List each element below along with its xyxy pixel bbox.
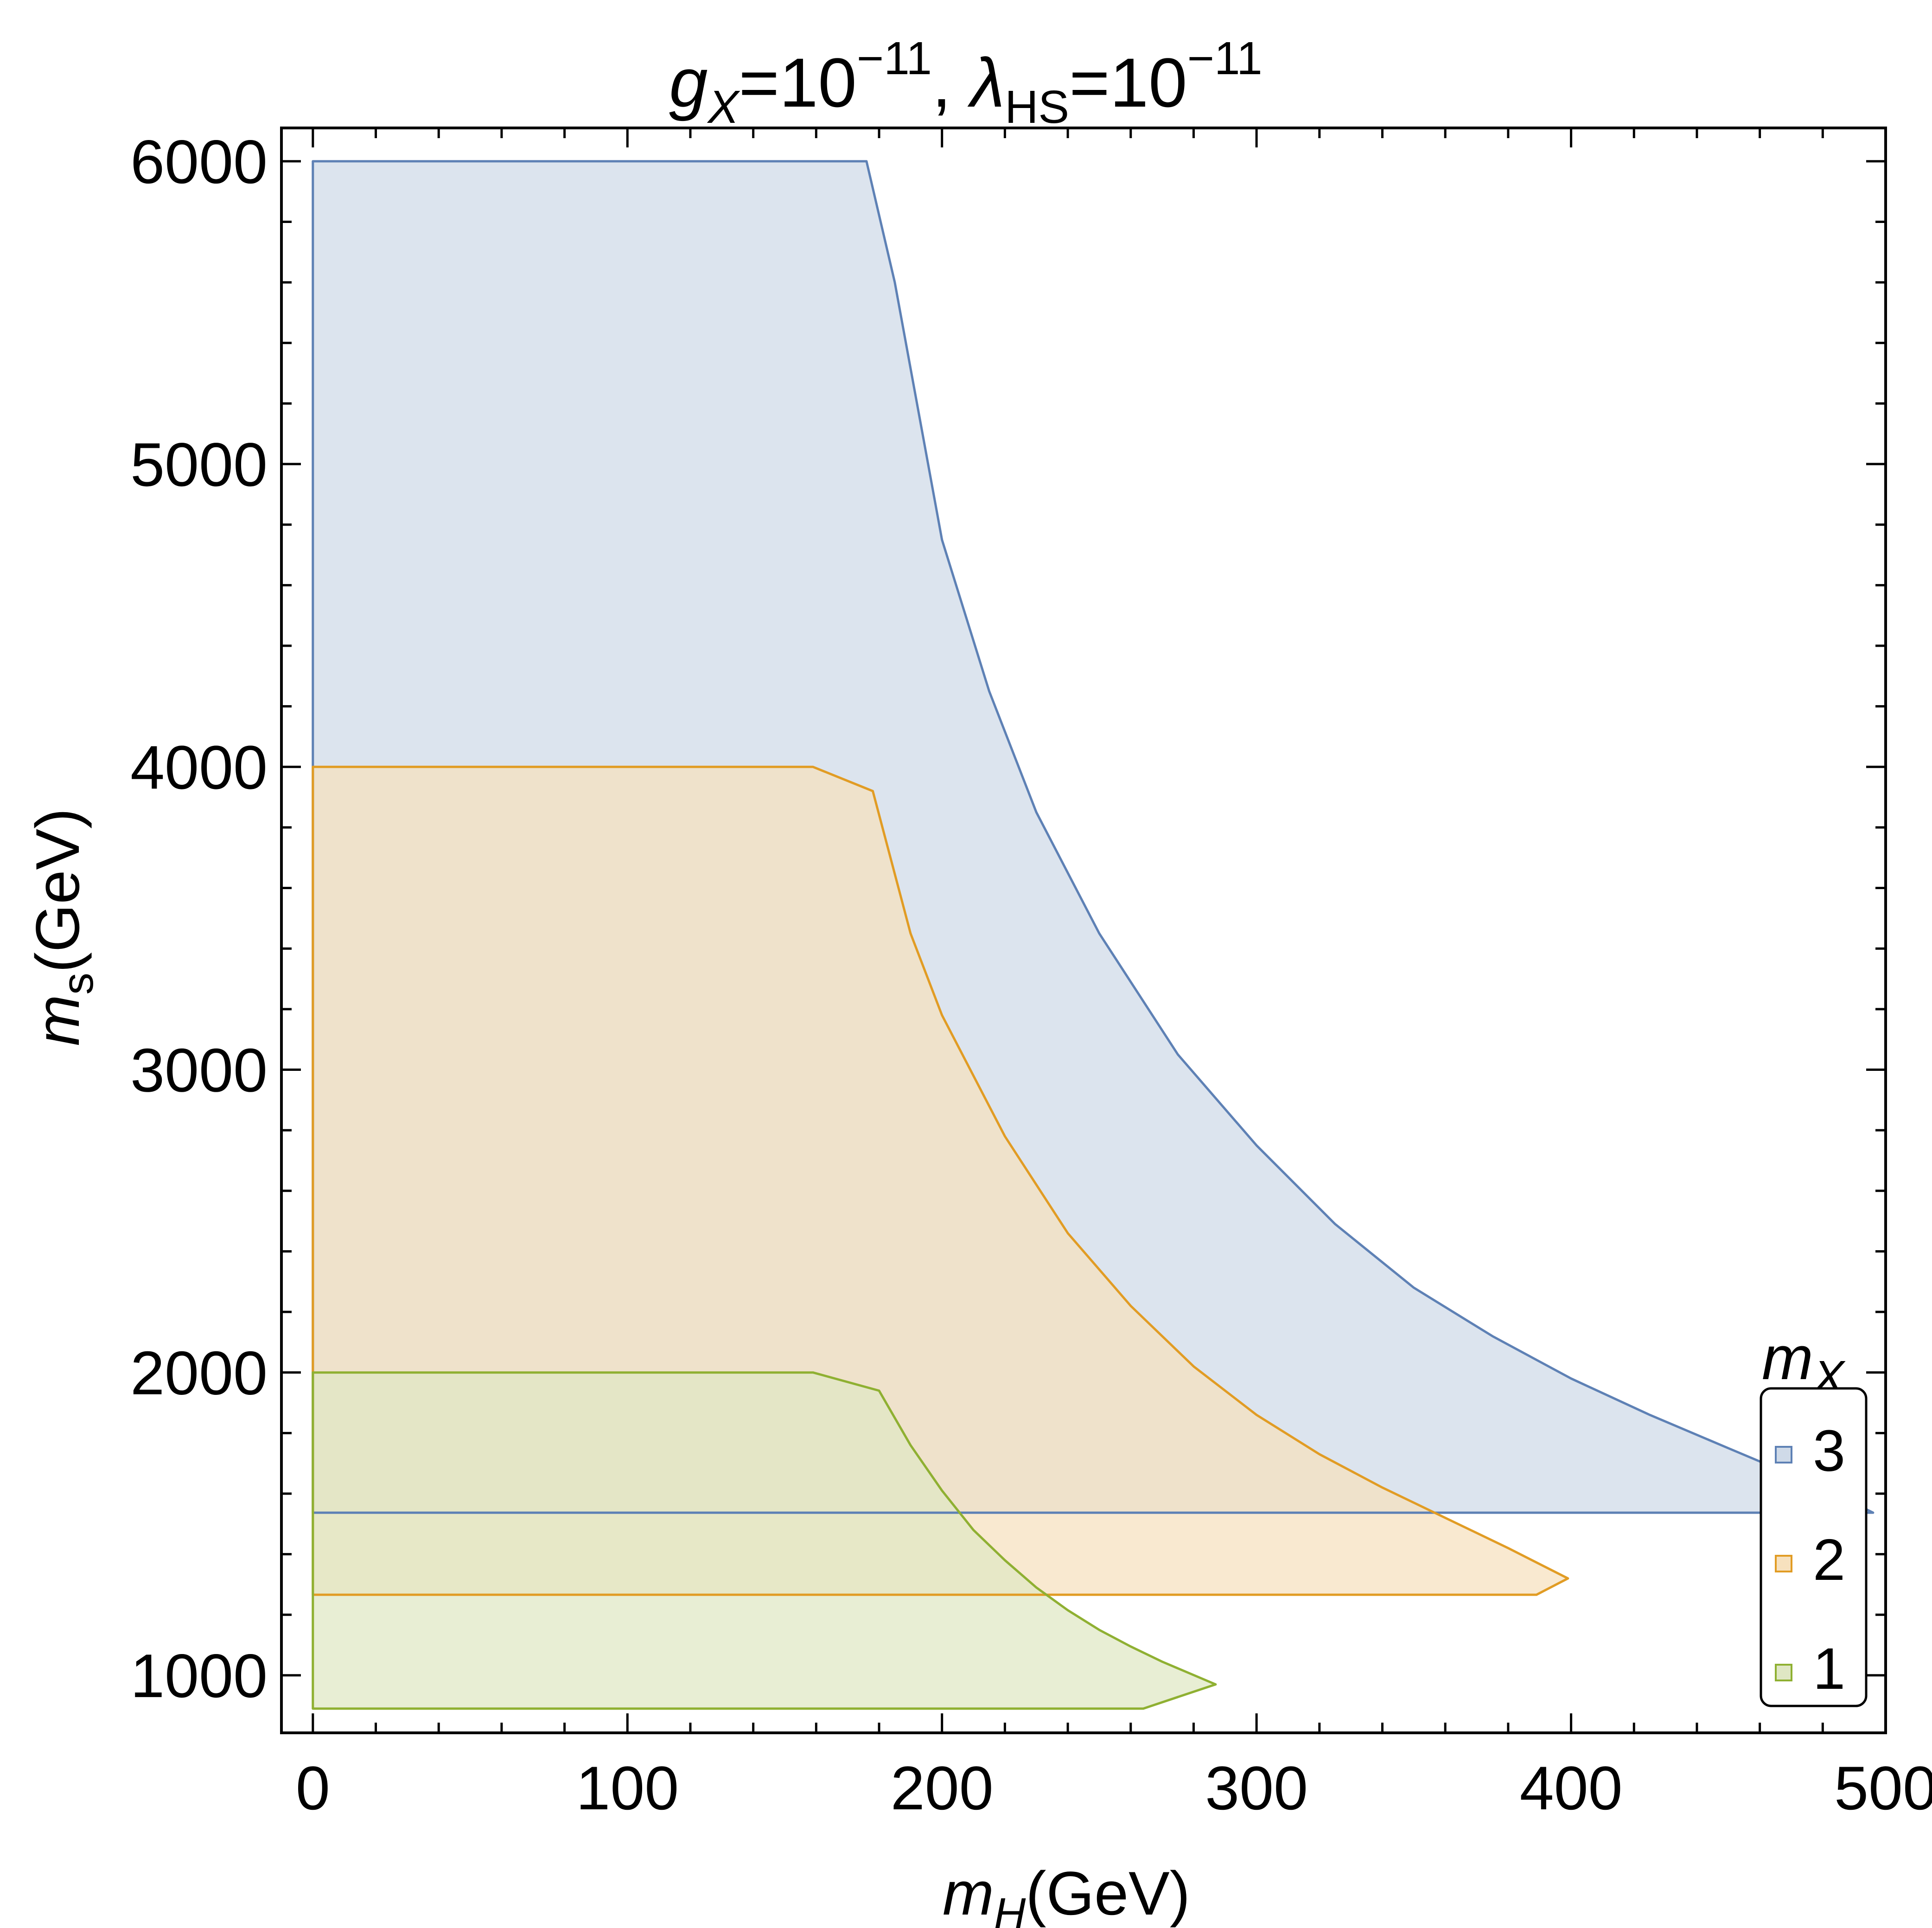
y-tick-label: 1000 bbox=[130, 1642, 268, 1711]
region-fills bbox=[312, 161, 1873, 1709]
legend-swatch-3 bbox=[1775, 1446, 1792, 1463]
x-tick-label: 500 bbox=[1834, 1754, 1932, 1823]
region-fill-mx-1 bbox=[312, 1372, 1216, 1709]
legend-swatch-2 bbox=[1775, 1555, 1792, 1572]
y-tick-label: 2000 bbox=[130, 1339, 268, 1408]
legend-swatch-1 bbox=[1775, 1664, 1792, 1681]
chart-title: gX=10−11, λHS=10−11 bbox=[669, 32, 1262, 133]
legend: mX 321 bbox=[1760, 1324, 1868, 1707]
y-tick-label: 3000 bbox=[130, 1036, 268, 1105]
region-outline-mx-2 bbox=[312, 765, 1569, 1596]
axis-ticks bbox=[281, 128, 1887, 1733]
y-tick-labels: 1000 2000 3000 4000 5000 6000 bbox=[130, 128, 268, 1711]
y-tick-label: 5000 bbox=[130, 431, 268, 499]
legend-label-3: 3 bbox=[1813, 1418, 1845, 1483]
legend-box bbox=[1760, 1387, 1868, 1707]
y-axis-title: ms(GeV) bbox=[24, 808, 102, 1046]
y-tick-label: 4000 bbox=[130, 733, 268, 802]
x-tick-label: 400 bbox=[1520, 1754, 1623, 1823]
x-tick-labels: 0 100 200 300 400 500 bbox=[296, 1754, 1932, 1823]
legend-label-2: 2 bbox=[1813, 1527, 1845, 1592]
x-tick-label: 100 bbox=[576, 1754, 679, 1823]
legend-label-1: 1 bbox=[1813, 1636, 1845, 1701]
legend-items: 3 2 1 bbox=[1775, 1418, 1845, 1701]
x-tick-label: 200 bbox=[891, 1754, 994, 1823]
region-outline-mx-1 bbox=[312, 1371, 1217, 1710]
x-tick-label: 300 bbox=[1205, 1754, 1308, 1823]
x-axis-title: mH(GeV) bbox=[943, 1859, 1190, 1928]
x-tick-label: 0 bbox=[296, 1754, 330, 1823]
plot-frame bbox=[280, 127, 1887, 1734]
y-tick-label: 6000 bbox=[130, 128, 268, 197]
